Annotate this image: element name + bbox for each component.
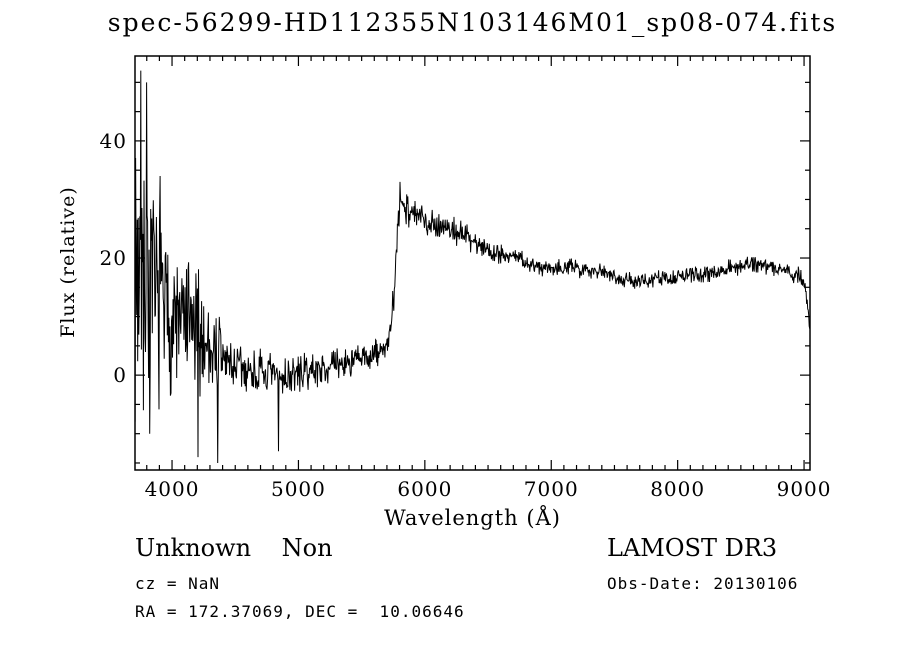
chart-title: spec-56299-HD112355N103146M01_sp08-074.f… <box>107 8 838 37</box>
obs-date-label: Obs-Date: 20130106 <box>607 574 799 593</box>
y-tick-label: 20 <box>99 246 127 271</box>
x-tick-label: 6000 <box>397 477 453 501</box>
object-class-label: Unknown Non <box>135 534 333 562</box>
x-tick-label: 4000 <box>144 477 200 501</box>
ra-dec-label: RA = 172.37069, DEC = 10.06646 <box>135 602 465 621</box>
x-tick-label: 9000 <box>776 477 832 501</box>
y-tick-label: 40 <box>99 128 127 153</box>
spectrum-line <box>135 70 810 464</box>
plot-frame <box>134 55 811 471</box>
x-tick-label: 5000 <box>270 477 326 501</box>
x-axis-label: Wavelength (Å) <box>384 506 561 530</box>
survey-release-label: LAMOST DR3 <box>607 534 778 562</box>
y-tick-label: 0 <box>113 363 127 388</box>
x-tick-label: 8000 <box>650 477 706 501</box>
cz-value-label: cz = NaN <box>135 574 221 593</box>
x-tick-label: 7000 <box>523 477 579 501</box>
